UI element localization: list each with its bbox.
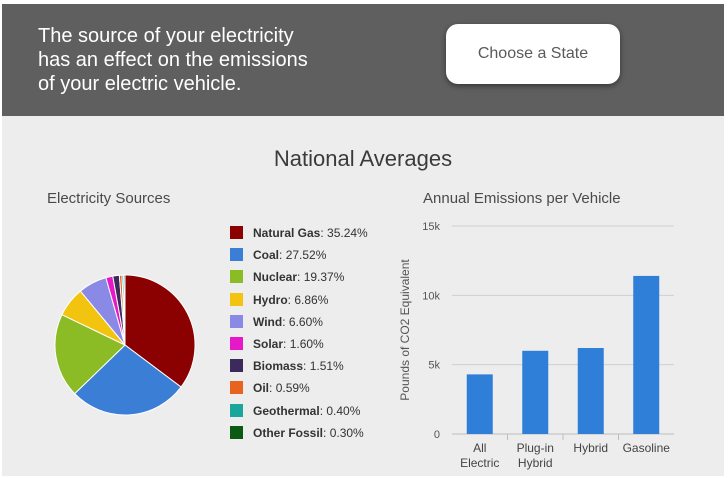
x-category-label: Gasoline <box>623 441 671 455</box>
legend-percent: 35.24% <box>327 226 368 240</box>
legend-percent: 0.59% <box>275 381 310 396</box>
legend-separator: : <box>323 425 330 440</box>
legend-separator: : <box>283 336 290 351</box>
legend-separator: : <box>287 292 295 307</box>
legend-percent: 6.86% <box>294 292 329 307</box>
legend-name: Nuclear <box>253 270 298 285</box>
bar <box>633 275 660 434</box>
bar-chart-title: Annual Emissions per Vehicle <box>423 190 621 207</box>
legend-separator: : <box>319 403 327 418</box>
x-category-label: Plug-in <box>517 441 554 455</box>
x-category-label: Electric <box>460 456 499 470</box>
pie-slice-other-fossil <box>123 274 126 346</box>
header-line: The source of your electricity <box>38 25 294 47</box>
legend-text: Biomass: 1.51% <box>253 355 344 377</box>
legend-swatch <box>230 425 243 439</box>
legend-percent: 6.60% <box>288 314 323 329</box>
header-line: of your electric vehicle. <box>38 73 242 95</box>
x-category-label: All <box>473 441 486 455</box>
legend-text: Nuclear: 19.37% <box>253 266 344 288</box>
y-axis-title: Pounds of CO2 Equivalent <box>398 259 412 401</box>
y-tick-label: 5k <box>428 360 440 372</box>
y-tick-label: 10k <box>422 290 440 302</box>
pie-slice-natural-gas <box>124 274 196 388</box>
bar <box>577 348 604 434</box>
legend-swatch <box>230 270 243 284</box>
legend-name: Wind <box>253 314 283 329</box>
annual-emissions-bar-chart: 0 5k 10k 15k Pounds of CO2 Equivalent AllElec… <box>398 221 674 470</box>
legend-separator: : <box>297 270 304 285</box>
legend-name: Natural Gas <box>253 226 321 240</box>
legend-text: Coal: 27.52% <box>253 244 326 266</box>
legend-name: Geothermal <box>253 403 320 418</box>
legend-swatch <box>230 292 243 306</box>
legend-name: Oil <box>253 381 270 396</box>
legend-name: Coal <box>253 248 280 263</box>
legend-swatch <box>230 359 243 373</box>
legend-text: Wind: 6.60% <box>253 311 323 333</box>
pie-chart-title: Electricity Sources <box>47 190 171 207</box>
legend-text: Solar: 1.60% <box>253 333 324 355</box>
legend-swatch <box>230 314 243 328</box>
choose-state-button[interactable]: Choose a State <box>446 24 620 84</box>
bar <box>522 350 549 434</box>
legend-swatch <box>230 226 243 239</box>
legend-percent: 0.30% <box>329 425 364 440</box>
legend-separator: : <box>269 381 276 396</box>
x-category-label: Hybrid <box>573 441 608 455</box>
legend-separator: : <box>282 314 289 329</box>
legend-name: Solar <box>253 336 284 351</box>
y-tick-label: 0 <box>434 429 440 441</box>
legend-swatch <box>230 336 243 350</box>
legend-separator: : <box>303 359 310 374</box>
legend-percent: 1.51% <box>309 359 344 374</box>
legend-separator: : <box>279 248 286 263</box>
emissions-panel: The source of your electricity has an ef… <box>2 4 724 476</box>
legend-swatch <box>230 381 243 395</box>
legend-percent: 19.37% <box>303 270 345 285</box>
y-tick-label: 15k <box>422 221 440 233</box>
legend-text: Oil: 0.59% <box>253 377 310 399</box>
header-banner: The source of your electricity has an ef… <box>2 4 724 116</box>
pie-slice-coal <box>73 344 182 416</box>
electricity-sources-pie-chart <box>54 274 196 416</box>
legend-name: Hydro <box>253 292 288 307</box>
legend-text: Geothermal: 0.40% <box>253 400 360 422</box>
pie-slice-nuclear <box>54 313 126 395</box>
legend-percent: 0.40% <box>326 403 361 418</box>
legend-swatch <box>230 248 243 262</box>
legend-percent: 1.60% <box>289 336 324 351</box>
legend-text: Other Fossil: 0.30% <box>253 422 364 444</box>
header-text: The source of your electricity has an ef… <box>38 24 368 96</box>
x-category-label: Hybrid <box>518 456 553 470</box>
legend-name: Biomass <box>253 359 304 374</box>
section-title: National Averages <box>273 146 453 171</box>
legend-name: Other Fossil <box>253 425 324 440</box>
legend-swatch <box>230 403 243 417</box>
header-line: has an effect on the emissions <box>38 49 308 71</box>
legend-text: Hydro: 6.86% <box>253 289 328 311</box>
legend-percent: 27.52% <box>285 248 327 263</box>
legend-separator: : <box>320 226 328 240</box>
legend-text: Natural Gas: 35.24% <box>253 222 368 244</box>
bar <box>466 374 493 434</box>
